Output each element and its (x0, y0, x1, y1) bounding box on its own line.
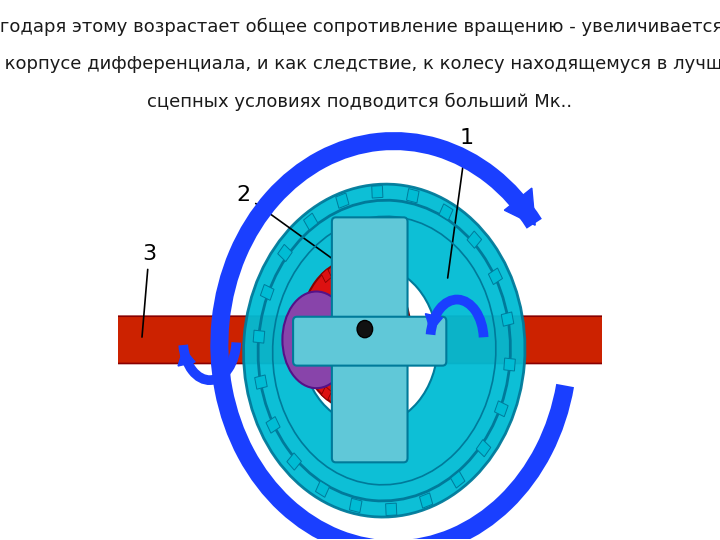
Polygon shape (398, 330, 407, 339)
Ellipse shape (300, 259, 411, 410)
Polygon shape (504, 358, 516, 371)
Ellipse shape (336, 230, 404, 278)
Polygon shape (451, 471, 465, 488)
Polygon shape (392, 295, 402, 308)
Text: сцепных условиях подводится больший Мк..: сцепных условиях подводится больший Мк.. (148, 93, 572, 111)
Polygon shape (439, 204, 453, 220)
Polygon shape (266, 416, 280, 433)
Polygon shape (372, 186, 383, 198)
Polygon shape (315, 481, 330, 497)
Polygon shape (420, 493, 433, 508)
Polygon shape (308, 295, 318, 308)
Polygon shape (336, 193, 349, 208)
Polygon shape (361, 402, 370, 413)
Polygon shape (304, 213, 318, 230)
FancyBboxPatch shape (116, 316, 289, 363)
Polygon shape (255, 375, 267, 389)
Polygon shape (467, 231, 482, 248)
Polygon shape (379, 269, 389, 282)
FancyBboxPatch shape (392, 316, 609, 363)
Circle shape (357, 321, 373, 338)
Polygon shape (287, 453, 302, 470)
Text: 1: 1 (448, 129, 474, 278)
Polygon shape (278, 245, 292, 261)
Polygon shape (392, 361, 402, 374)
Polygon shape (504, 188, 535, 225)
Ellipse shape (302, 265, 438, 426)
Polygon shape (308, 361, 318, 374)
Polygon shape (261, 285, 274, 300)
Polygon shape (253, 330, 265, 343)
Polygon shape (341, 402, 349, 413)
Text: 3: 3 (142, 244, 156, 337)
Polygon shape (304, 330, 312, 339)
Polygon shape (426, 314, 443, 332)
Polygon shape (349, 498, 362, 512)
Polygon shape (379, 387, 389, 400)
Text: Благодаря этому возрастает общее сопротивление вращению - увеличивается Мк: Благодаря этому возрастает общее сопроти… (0, 17, 720, 36)
Polygon shape (476, 440, 491, 457)
Ellipse shape (282, 292, 351, 388)
Ellipse shape (336, 402, 404, 450)
Polygon shape (321, 269, 332, 282)
Polygon shape (341, 256, 349, 267)
Polygon shape (488, 268, 503, 285)
FancyBboxPatch shape (332, 218, 408, 462)
Text: 2: 2 (237, 185, 338, 263)
Text: на корпусе дифференциала, и как следствие, к колесу находящемуся в лучших: на корпусе дифференциала, и как следстви… (0, 55, 720, 73)
FancyBboxPatch shape (293, 317, 446, 366)
Polygon shape (501, 312, 514, 326)
Polygon shape (386, 503, 397, 516)
Polygon shape (321, 387, 332, 400)
Polygon shape (407, 188, 419, 203)
Ellipse shape (243, 184, 525, 517)
Polygon shape (495, 401, 508, 417)
Polygon shape (178, 348, 195, 366)
Polygon shape (361, 256, 370, 267)
